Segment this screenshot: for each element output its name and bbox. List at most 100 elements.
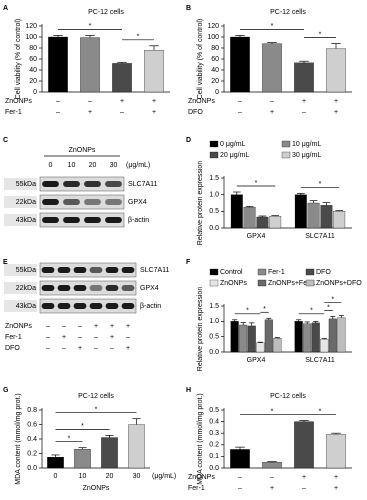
significance-label: * — [319, 181, 322, 188]
y-axis-label: Relative protein expression — [197, 287, 204, 372]
band — [105, 181, 122, 187]
treatment-sign: – — [126, 334, 130, 341]
bar — [230, 449, 250, 469]
treatment-sign: – — [88, 98, 92, 105]
y-tick-label: 0.2 — [209, 442, 219, 449]
significance-label: * — [310, 308, 313, 315]
y-tick-label: 40 — [29, 67, 37, 74]
panel-letter: G — [3, 387, 9, 394]
size-label: 43kDa — [16, 303, 36, 310]
panel-letter: F — [186, 259, 191, 266]
band — [42, 181, 59, 187]
treatment-sign: – — [110, 345, 114, 352]
bar — [320, 205, 333, 229]
bar — [230, 36, 250, 93]
y-tick-label: 1.5 — [209, 175, 219, 182]
legend-swatch — [209, 268, 219, 276]
y-tick-label: 100 — [25, 34, 37, 41]
blot-strip — [39, 298, 137, 314]
treatment-sign: – — [56, 109, 60, 116]
treatment-label: DFO — [188, 109, 203, 116]
treatment-sign: – — [302, 109, 306, 116]
band — [84, 181, 101, 187]
x-tick-label: SLC7A11 — [305, 233, 335, 240]
band — [105, 199, 122, 205]
significance-label: * — [263, 306, 266, 313]
treatment-label: Fer-1 — [5, 109, 22, 116]
treatment-label: ZnONPs — [188, 474, 215, 481]
treatment-sign: – — [94, 345, 98, 352]
legend-swatch — [281, 140, 291, 148]
treatment-sign: + — [334, 485, 338, 492]
y-tick-label: 100 — [207, 34, 219, 41]
size-box — [4, 196, 37, 208]
band — [41, 267, 55, 273]
band — [57, 285, 71, 291]
bar — [273, 338, 282, 353]
y-tick-label: 0.8 — [27, 407, 37, 414]
y-axis-label: MDA content (mmol/mg prot.) — [15, 393, 22, 484]
treatment-sign: + — [302, 98, 306, 105]
y-axis-label: Relative protein expression — [197, 161, 204, 246]
legend-label: 10 μg/mL — [292, 141, 321, 148]
treatment-sign: + — [270, 109, 274, 116]
y-tick-label: 1.0 — [209, 192, 219, 199]
band — [41, 303, 55, 309]
x-tick-label: 30 — [133, 473, 141, 480]
panel-letter: B — [186, 5, 191, 12]
legend-label: 30 μg/mL — [292, 152, 321, 159]
treatment-sign: + — [94, 323, 98, 330]
significance-label: * — [255, 180, 258, 187]
y-tick-label: 0.5 — [209, 407, 219, 414]
treatment-sign: – — [62, 345, 66, 352]
lane-label: 30 — [110, 162, 118, 169]
bar — [80, 37, 100, 93]
y-tick-label: 1.0 — [209, 318, 219, 325]
significance-label: * — [137, 34, 140, 41]
size-label: 22kDa — [16, 199, 36, 206]
treatment-sign: – — [270, 98, 274, 105]
legend-swatch — [209, 279, 219, 287]
band — [84, 217, 101, 223]
panel-letter: A — [3, 5, 8, 12]
bar — [328, 318, 337, 353]
y-tick-label: 20 — [29, 78, 37, 85]
treatment-sign: + — [78, 345, 82, 352]
treatment-sign: – — [120, 109, 124, 116]
treatment-label: ZnONPs — [188, 98, 215, 105]
treatment-sign: – — [238, 98, 242, 105]
y-axis-label: Cell viability (% of control) — [197, 19, 204, 100]
blot-strip — [39, 176, 125, 192]
treatment-sign: + — [302, 474, 306, 481]
bar — [243, 207, 256, 229]
treatment-sign: – — [302, 485, 306, 492]
bar — [48, 36, 68, 93]
bar — [256, 216, 269, 229]
y-tick-label: 0.5 — [209, 334, 219, 341]
band — [42, 217, 59, 223]
size-label: 43kDa — [16, 217, 36, 224]
blot-strip — [39, 262, 137, 278]
significance-label: * — [89, 23, 92, 30]
y-axis-label: Cell viability (% of control) — [15, 19, 22, 100]
bar — [256, 342, 265, 353]
chart-title: PC-12 cells — [88, 9, 124, 16]
significance-label: * — [271, 23, 274, 30]
panel-letter: H — [186, 387, 191, 394]
legend-swatch — [257, 268, 267, 276]
significance-label: * — [81, 423, 84, 430]
y-tick-label: 120 — [25, 23, 37, 30]
band — [105, 267, 119, 273]
size-box — [4, 300, 37, 312]
treatment-sign: + — [270, 485, 274, 492]
blot-strip — [39, 280, 137, 296]
lane-label: 20 — [89, 162, 97, 169]
treatment-sign: + — [120, 98, 124, 105]
band — [121, 285, 135, 291]
bar — [262, 43, 282, 93]
treatment-label: Fer-1 — [188, 485, 205, 492]
chart-title: PC-12 cells — [270, 393, 306, 400]
significance-label: * — [246, 308, 249, 315]
band — [73, 285, 87, 291]
